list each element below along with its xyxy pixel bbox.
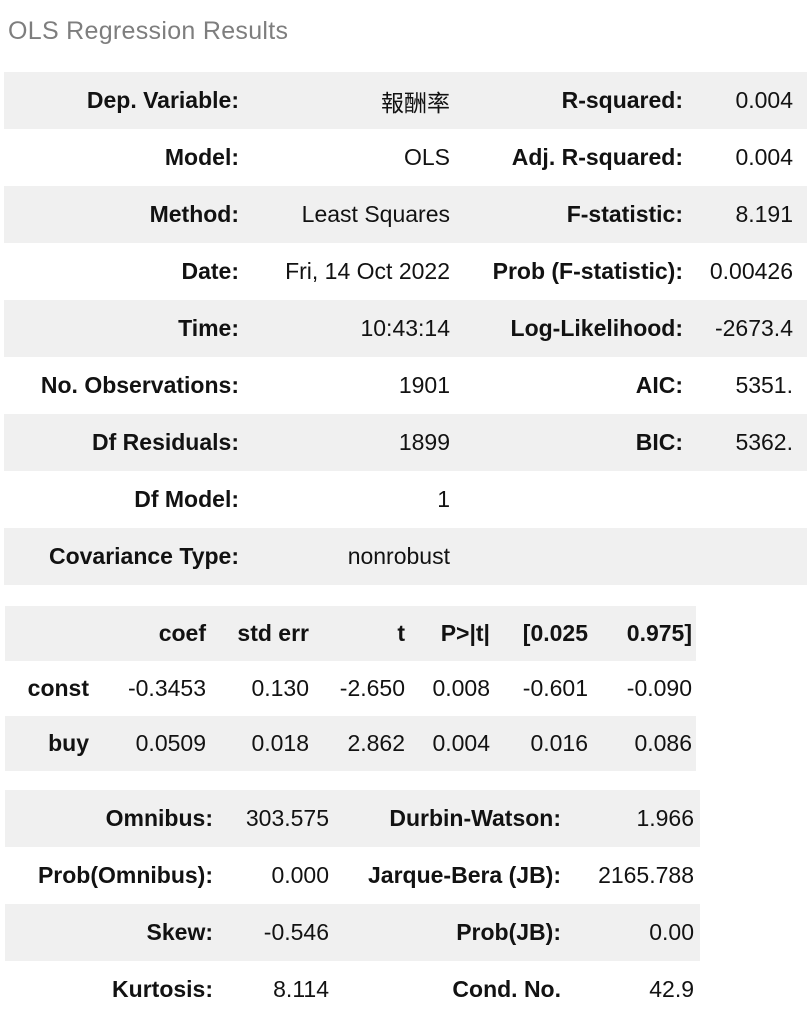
- summary-label: Method:: [149, 201, 239, 227]
- table-row: Covariance Type: nonrobust: [4, 528, 807, 585]
- summary-value: -2673.4: [714, 315, 793, 341]
- t-value: -2.650: [339, 675, 405, 701]
- table-row: buy 0.0509 0.018 2.862 0.004 0.016 0.086: [5, 716, 696, 771]
- table-row: Prob(Omnibus): 0.000 Jarque-Bera (JB): 2…: [5, 847, 700, 904]
- coefficients-table: coef std err t P>|t| [0.025 0.975] const…: [5, 606, 696, 771]
- p-value: 0.004: [432, 730, 490, 756]
- summary-label: Df Residuals:: [92, 429, 239, 455]
- table-row: Kurtosis: 8.114 Cond. No. 42.9: [5, 961, 700, 1018]
- ci-high-value: 0.086: [634, 730, 692, 756]
- t-value: 2.862: [347, 730, 405, 756]
- diagnostic-label: Durbin-Watson:: [389, 805, 561, 831]
- summary-value: 0.004: [735, 144, 793, 170]
- summary-label: Covariance Type:: [48, 543, 239, 569]
- coef-header: std err: [237, 620, 309, 646]
- table-row: No. Observations: 1901 AIC: 5351.: [4, 357, 807, 414]
- summary-label: R-squared:: [561, 87, 683, 113]
- summary-value: 0.00426: [709, 258, 793, 284]
- summary-value: nonrobust: [347, 543, 450, 569]
- summary-value: Least Squares: [301, 201, 450, 227]
- coef-value: -0.3453: [127, 675, 206, 701]
- summary-value: 10:43:14: [360, 315, 450, 341]
- coef-header: t: [397, 620, 405, 646]
- coef-row-name: const: [27, 675, 89, 701]
- ci-high-value: -0.090: [626, 675, 692, 701]
- coef-header: 0.975]: [626, 620, 692, 646]
- diagnostic-value: 0.000: [271, 862, 329, 888]
- diagnostic-label: Kurtosis:: [112, 976, 213, 1002]
- coef-header: [5, 606, 93, 661]
- summary-label: [456, 471, 689, 528]
- coef-row-name: buy: [48, 730, 89, 756]
- page-title: OLS Regression Results: [8, 17, 289, 45]
- summary-label: AIC:: [635, 372, 683, 398]
- diagnostic-value: -0.546: [263, 919, 329, 945]
- table-row: Skew: -0.546 Prob(JB): 0.00: [5, 904, 700, 961]
- table-header-row: coef std err t P>|t| [0.025 0.975]: [5, 606, 696, 661]
- summary-value: 0.004: [735, 87, 793, 113]
- summary-label: [456, 528, 689, 585]
- table-row: Df Residuals: 1899 BIC: 5362.: [4, 414, 807, 471]
- table-row: Df Model: 1: [4, 471, 807, 528]
- summary-label: Adj. R-squared:: [511, 144, 683, 170]
- summary-value: [689, 528, 807, 585]
- summary-label: Dep. Variable:: [86, 87, 239, 113]
- table-row: const -0.3453 0.130 -2.650 0.008 -0.601 …: [5, 661, 696, 716]
- table-row: Omnibus: 303.575 Durbin-Watson: 1.966: [5, 790, 700, 847]
- coef-header: [0.025: [522, 620, 588, 646]
- summary-label: F-statistic:: [566, 201, 683, 227]
- coef-header: coef: [158, 620, 206, 646]
- ci-low-value: -0.601: [522, 675, 588, 701]
- summary-label: No. Observations:: [40, 372, 239, 398]
- summary-value: 報酬率: [381, 89, 450, 116]
- diagnostic-label: Prob(JB):: [456, 919, 561, 945]
- diagnostics-table: Omnibus: 303.575 Durbin-Watson: 1.966 Pr…: [5, 790, 700, 1018]
- coef-header: P>|t|: [440, 620, 490, 646]
- summary-value: 1: [437, 486, 450, 512]
- diagnostic-label: Prob(Omnibus):: [37, 862, 213, 888]
- diagnostic-value: 1.966: [636, 805, 694, 831]
- summary-value: Fri, 14 Oct 2022: [285, 258, 450, 284]
- coef-value: 0.0509: [135, 730, 206, 756]
- diagnostic-value: 2165.788: [598, 862, 694, 888]
- diagnostic-label: Jarque-Bera (JB):: [368, 862, 561, 888]
- table-row: Dep. Variable: 報酬率 R-squared: 0.004: [4, 72, 807, 129]
- regression-summary-table: Dep. Variable: 報酬率 R-squared: 0.004 Mode…: [4, 72, 807, 585]
- summary-label: Prob (F-statistic):: [492, 258, 683, 284]
- diagnostic-label: Cond. No.: [452, 976, 561, 1002]
- summary-label: Time:: [178, 315, 239, 341]
- diagnostic-label: Omnibus:: [105, 805, 213, 831]
- table-row: Date: Fri, 14 Oct 2022 Prob (F-statistic…: [4, 243, 807, 300]
- diagnostic-value: 303.575: [245, 805, 329, 831]
- summary-value: 5351.: [735, 372, 793, 398]
- summary-value: 8.191: [735, 201, 793, 227]
- p-value: 0.008: [432, 675, 490, 701]
- summary-value: OLS: [403, 144, 450, 170]
- summary-value: [689, 471, 807, 528]
- diagnostic-label: Skew:: [146, 919, 213, 945]
- summary-label: Model:: [164, 144, 239, 170]
- diagnostic-value: 0.00: [649, 919, 694, 945]
- summary-label: BIC:: [635, 429, 683, 455]
- table-row: Method: Least Squares F-statistic: 8.191: [4, 186, 807, 243]
- diagnostic-value: 8.114: [273, 976, 329, 1002]
- summary-value: 5362.: [735, 429, 793, 455]
- summary-value: 1899: [398, 429, 450, 455]
- diagnostic-value: 42.9: [649, 976, 694, 1002]
- summary-label: Date:: [181, 258, 239, 284]
- std-err-value: 0.018: [251, 730, 309, 756]
- ci-low-value: 0.016: [530, 730, 588, 756]
- table-row: Time: 10:43:14 Log-Likelihood: -2673.4: [4, 300, 807, 357]
- summary-value: 1901: [398, 372, 450, 398]
- summary-label: Df Model:: [134, 486, 239, 512]
- table-row: Model: OLS Adj. R-squared: 0.004: [4, 129, 807, 186]
- summary-label: Log-Likelihood:: [510, 315, 683, 341]
- std-err-value: 0.130: [251, 675, 309, 701]
